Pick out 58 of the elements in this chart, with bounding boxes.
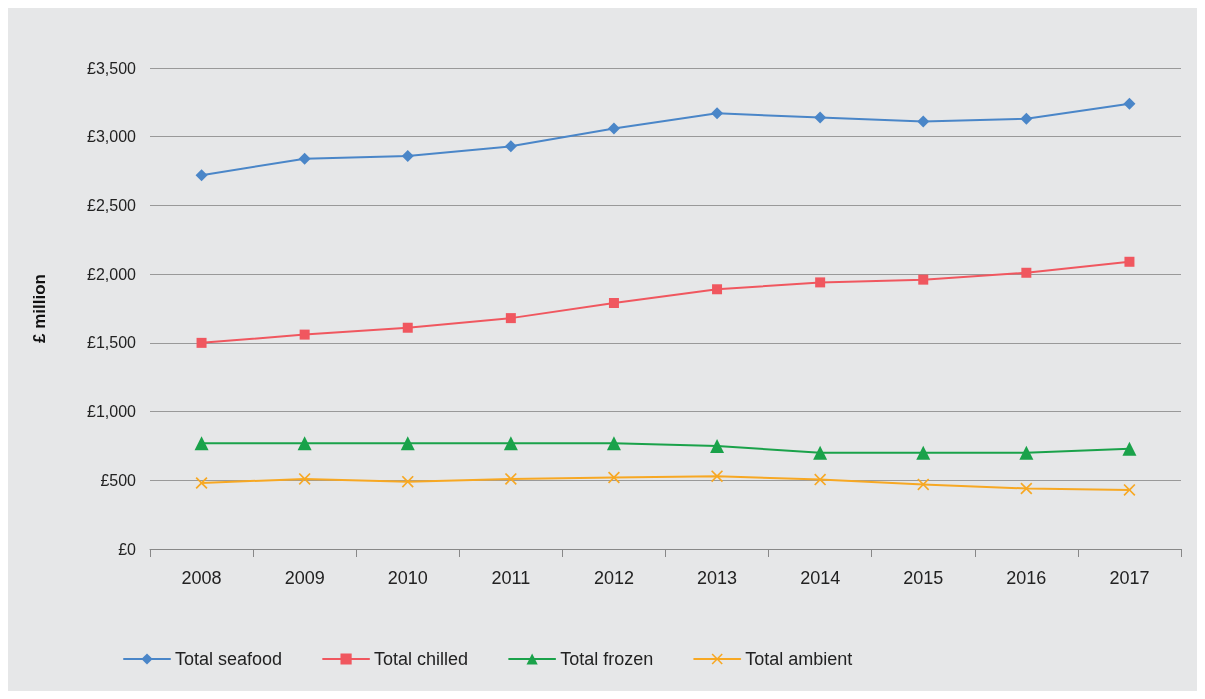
x-tick-label: 2013 [697,568,738,588]
point [815,277,826,288]
y-tick-label: £3,500 [87,59,137,77]
y-tick-label: £500 [100,471,137,489]
point [814,111,827,124]
point [711,470,724,483]
point [503,436,518,451]
point [606,436,621,451]
y-tick-label: £3,000 [87,128,137,146]
point [401,475,414,488]
x-tick-label: 2008 [181,568,222,588]
y-tick-label: £1,000 [87,403,137,421]
point [1122,441,1137,456]
x-tick-label: 2016 [1006,568,1047,588]
y-tick-label: £1,500 [87,334,137,352]
point [918,274,929,285]
point [298,152,311,165]
x-tick-label: 2012 [593,568,634,588]
point [195,169,208,182]
legend-label: Total chilled [374,649,469,669]
x-tick-label: 2010 [387,568,428,588]
y-tick-label: £2,000 [87,265,137,283]
point [505,313,516,324]
y-tick-label: £0 [118,540,137,558]
point [608,298,619,308]
point [1020,112,1033,125]
x-tick-label: 2011 [491,568,531,588]
point [607,122,620,135]
point [917,478,930,491]
x-tick-label: 2015 [903,568,944,588]
point [504,472,517,485]
x-tick-label: 2017 [1109,568,1150,588]
point [1021,267,1032,278]
point [710,438,725,453]
point [711,107,724,120]
point [401,149,414,162]
point [1020,482,1033,495]
point [1124,256,1135,267]
point [712,284,723,295]
point [297,436,312,451]
y-tick-label: £2,500 [87,196,137,214]
point [813,445,828,460]
point [194,436,209,451]
point [196,337,207,348]
legend-label: Total seafood [175,649,283,669]
point [1123,97,1136,110]
point [1019,445,1034,460]
point [917,115,930,128]
x-tick-label: 2014 [800,568,841,588]
point [504,140,517,153]
point [400,436,415,451]
point [402,322,413,333]
legend-label: Total ambient [745,649,853,669]
x-tick-label: 2009 [284,568,325,588]
legend-label: Total frozen [560,649,654,669]
point [916,445,931,460]
point [299,329,310,340]
y-axis-title: £ million [30,274,49,343]
